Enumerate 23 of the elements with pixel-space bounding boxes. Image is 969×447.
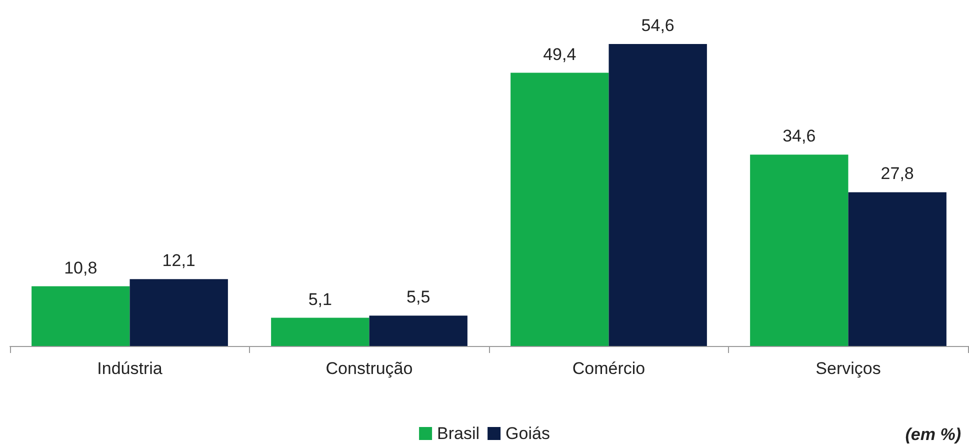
bar (130, 279, 228, 346)
data-label: 5,5 (406, 288, 430, 307)
bar (271, 318, 370, 346)
bar (369, 316, 468, 346)
bar (608, 44, 707, 346)
bar (32, 286, 130, 346)
bar (510, 72, 609, 346)
x-tick-label: Serviços (816, 359, 881, 378)
data-label: 54,6 (641, 16, 674, 35)
data-label: 27,8 (880, 164, 914, 184)
data-label: 10,8 (64, 258, 98, 278)
data-label: 12,1 (162, 251, 196, 270)
bar (750, 154, 848, 346)
text: (em %) (905, 425, 962, 444)
x-tick-label: Construção (326, 359, 413, 378)
data-label: 5,1 (308, 290, 332, 309)
x-tick-label: Comércio (572, 359, 646, 378)
data-label: 49,4 (543, 44, 576, 64)
data-label: 34,6 (782, 126, 816, 146)
bar (848, 192, 946, 346)
legend-label: Goiás (506, 424, 550, 443)
legend-label: Brasil (437, 424, 480, 443)
x-tick-label: Indústria (97, 359, 163, 378)
